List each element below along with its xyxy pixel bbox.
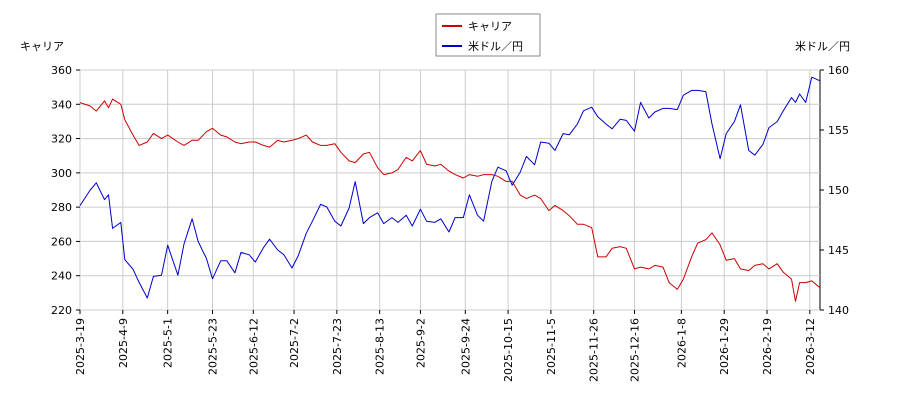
x-tick-label: 2025-8-13 — [374, 318, 387, 375]
x-tick-label: 2025-12-16 — [628, 318, 641, 382]
x-tick-label: 2025-3-19 — [74, 318, 87, 375]
plot-area — [79, 69, 821, 311]
right-axis-ticks: 140 145 150 155 160 — [820, 64, 849, 317]
right-tick-label: 150 — [828, 184, 849, 197]
left-tick-label: 320 — [51, 133, 72, 146]
x-tick-label: 2025-5-23 — [207, 318, 220, 375]
left-tick-label: 260 — [51, 235, 72, 248]
legend-label-carrier: キャリア — [468, 20, 512, 33]
left-tick-label: 280 — [51, 201, 72, 214]
legend-label-usdjpy: 米ドル／円 — [468, 40, 523, 53]
left-tick-label: 360 — [51, 64, 72, 77]
x-tick-label: 2025-11-26 — [588, 318, 601, 382]
x-tick-label: 2025-11-5 — [545, 318, 558, 375]
x-tick-label: 2025-6-12 — [247, 318, 260, 375]
left-tick-label: 300 — [51, 167, 72, 180]
x-tick-label: 2026-1-8 — [675, 318, 688, 368]
x-tick-label: 2025-4-9 — [117, 318, 130, 368]
left-tick-label: 220 — [51, 304, 72, 317]
series-layer — [79, 76, 821, 302]
series-line-carrier — [79, 98, 821, 302]
right-tick-label: 160 — [828, 64, 849, 77]
right-tick-label: 140 — [828, 304, 849, 317]
x-tick-label: 2025-5-1 — [162, 318, 175, 368]
right-tick-label: 145 — [828, 244, 849, 257]
x-tick-label: 2025-7-23 — [331, 318, 344, 375]
x-tick-label: 2026-3-12 — [804, 318, 817, 375]
left-axis-label: キャリア — [20, 40, 64, 53]
x-tick-label: 2025-9-24 — [459, 318, 472, 375]
x-axis-ticks: 2025-3-19 2025-4-9 2025-5-1 2025-5-23 2025-6… — [74, 310, 817, 382]
x-tick-label: 2025-9-2 — [414, 318, 427, 368]
right-tick-label: 155 — [828, 124, 849, 137]
left-axis-ticks: 220 240 260 280 300 320 340 360 — [51, 64, 80, 317]
left-tick-label: 340 — [51, 98, 72, 111]
legend: キャリア 米ドル／円 — [435, 13, 541, 57]
series-line-usdjpy — [79, 76, 821, 299]
x-tick-label: 2025-7-2 — [288, 318, 301, 368]
left-tick-label: 240 — [51, 270, 72, 283]
x-tick-label: 2026-1-29 — [718, 318, 731, 375]
legend-box — [435, 13, 541, 57]
x-tick-label: 2026-2-19 — [761, 318, 774, 375]
right-axis-label: 米ドル／円 — [795, 40, 850, 53]
x-tick-label: 2025-10-15 — [502, 318, 515, 382]
